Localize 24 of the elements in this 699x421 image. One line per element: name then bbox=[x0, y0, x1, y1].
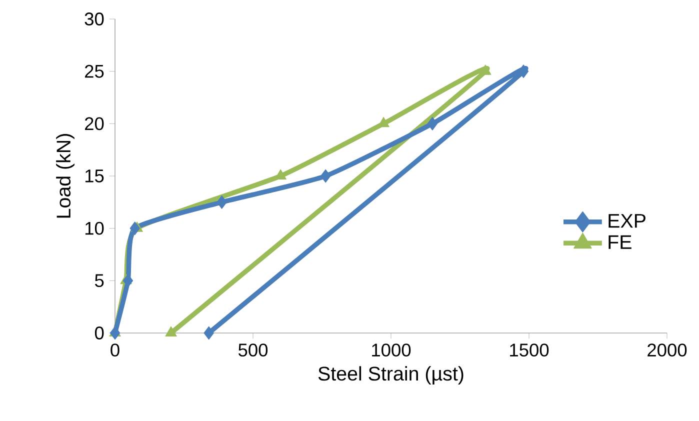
point bbox=[204, 326, 214, 340]
x-tick-label: 2000 bbox=[648, 344, 687, 357]
point bbox=[130, 222, 140, 236]
x-tick-label: 0 bbox=[110, 344, 120, 357]
y-tick-label: 5 bbox=[94, 274, 104, 288]
x-axis-title: Steel Strain (µst) bbox=[318, 366, 464, 385]
point bbox=[165, 326, 177, 337]
point bbox=[320, 169, 331, 183]
point bbox=[110, 326, 120, 340]
y-axis-title: Load (kN) bbox=[56, 134, 74, 218]
point bbox=[427, 116, 438, 130]
legend-label: FE bbox=[608, 235, 632, 249]
x-tick-label: 1500 bbox=[510, 344, 549, 357]
point bbox=[122, 274, 134, 288]
y-tick-label: 15 bbox=[85, 170, 104, 182]
x-tick-label: 1000 bbox=[372, 344, 411, 357]
y-tick-label: 0 bbox=[94, 326, 104, 340]
y-tick-label: 30 bbox=[84, 12, 104, 26]
y-tick-label: 25 bbox=[85, 64, 104, 78]
x-tick-label: 500 bbox=[238, 344, 268, 357]
point bbox=[216, 195, 227, 209]
y-tick-label: 20 bbox=[85, 117, 104, 130]
legend-label: EXP bbox=[608, 214, 646, 228]
y-tick-label: 10 bbox=[85, 222, 104, 235]
